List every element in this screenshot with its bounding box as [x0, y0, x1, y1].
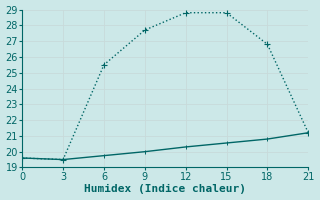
- X-axis label: Humidex (Indice chaleur): Humidex (Indice chaleur): [84, 184, 246, 194]
